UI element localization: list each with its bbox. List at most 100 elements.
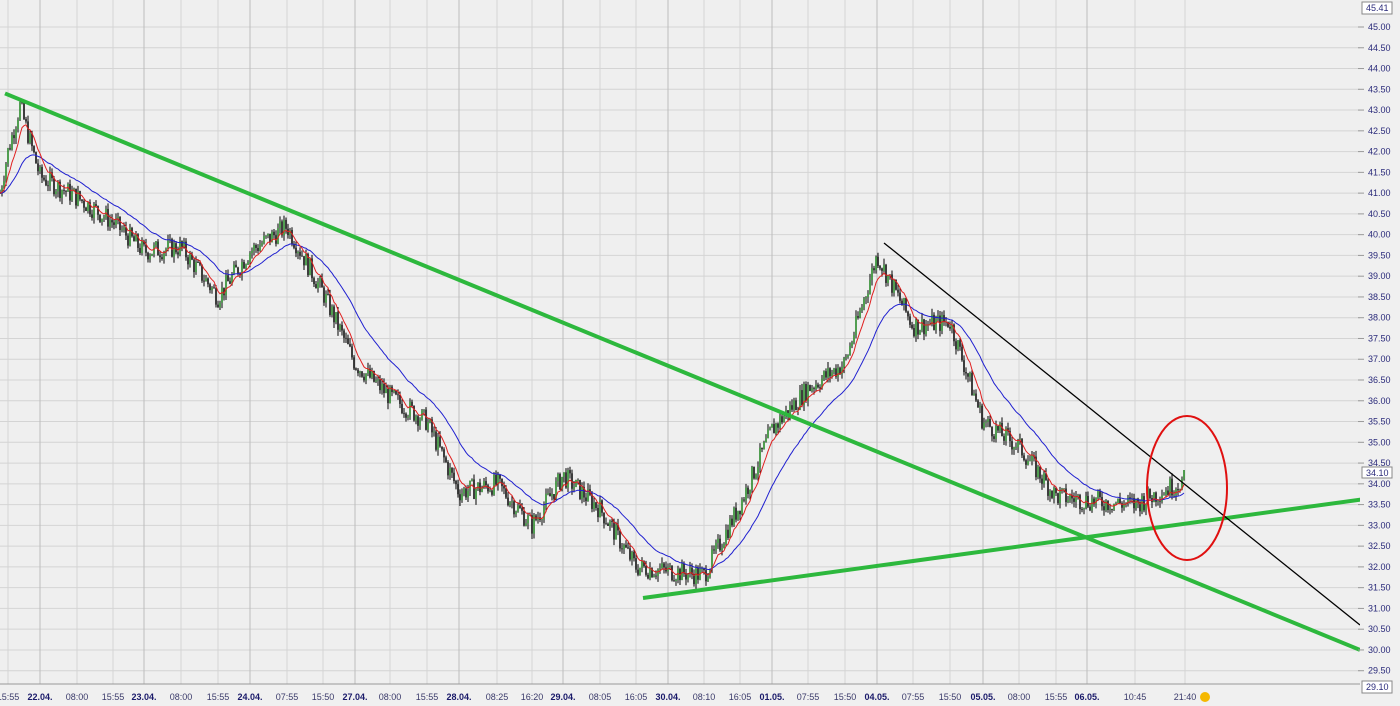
candle-body bbox=[475, 489, 477, 499]
candle-body bbox=[89, 202, 91, 215]
candle-body bbox=[233, 264, 235, 275]
grid bbox=[0, 0, 1360, 684]
candle-body bbox=[343, 330, 345, 338]
candle-body bbox=[795, 400, 797, 411]
candle-body bbox=[243, 262, 245, 269]
candle-body bbox=[907, 311, 909, 317]
x-tick-label: 08:00 bbox=[379, 692, 402, 702]
candle-body bbox=[409, 401, 411, 417]
candle-body bbox=[745, 487, 747, 501]
x-tick-label: 07:55 bbox=[902, 692, 925, 702]
candle-body bbox=[1035, 456, 1037, 478]
candle-body bbox=[1041, 478, 1043, 484]
candle-body bbox=[911, 324, 913, 329]
candle-body bbox=[81, 199, 83, 201]
candle-body bbox=[597, 507, 599, 518]
candle-body bbox=[367, 368, 369, 374]
candle-body bbox=[553, 494, 555, 499]
candle-body bbox=[1095, 497, 1097, 505]
candle-body bbox=[429, 419, 431, 423]
x-tick-label: 08:00 bbox=[1008, 692, 1031, 702]
candle-body bbox=[737, 510, 739, 520]
candle-body bbox=[453, 472, 455, 481]
candle-body bbox=[671, 565, 673, 581]
candle-body bbox=[575, 479, 577, 487]
trendline bbox=[4, 91, 1361, 652]
candle-body bbox=[365, 373, 367, 381]
candle-body bbox=[431, 419, 433, 433]
candle-body bbox=[897, 289, 899, 293]
candle-body bbox=[355, 368, 357, 370]
candle-body bbox=[83, 200, 85, 208]
candle-body bbox=[701, 568, 703, 570]
candle-body bbox=[1137, 498, 1139, 503]
candle-body bbox=[849, 346, 851, 355]
candle-body bbox=[351, 346, 353, 358]
x-tick-label: 27.04. bbox=[342, 692, 367, 702]
candle-body bbox=[445, 457, 447, 463]
candle-body bbox=[973, 393, 975, 396]
candle-body bbox=[513, 501, 515, 515]
last-price-label: 34.10 bbox=[1366, 468, 1389, 478]
candle-body bbox=[1103, 506, 1105, 511]
candle-body bbox=[779, 416, 781, 428]
candle-body bbox=[839, 367, 841, 375]
candle-body bbox=[463, 488, 465, 494]
candle-body bbox=[609, 521, 611, 526]
candle-body bbox=[145, 244, 147, 253]
candle-body bbox=[299, 251, 301, 256]
candle-body bbox=[175, 243, 177, 253]
candle-body bbox=[231, 274, 233, 284]
candle-body bbox=[717, 538, 719, 543]
candle-body bbox=[447, 462, 449, 476]
candle-body bbox=[375, 380, 377, 382]
x-tick-label: 16:05 bbox=[625, 692, 648, 702]
candle-body bbox=[403, 413, 405, 414]
candle-body bbox=[5, 163, 7, 182]
candle-body bbox=[565, 472, 567, 488]
candle-body bbox=[473, 479, 475, 499]
candle-body bbox=[879, 265, 881, 269]
candle-body bbox=[459, 494, 461, 501]
candle-body bbox=[1075, 496, 1077, 502]
candle-body bbox=[197, 262, 199, 263]
candle-body bbox=[1037, 466, 1039, 478]
candle-body bbox=[1105, 500, 1107, 511]
candle-body bbox=[247, 262, 249, 265]
candle-body bbox=[827, 368, 829, 378]
candle-body bbox=[821, 378, 823, 389]
candle-body bbox=[49, 172, 51, 186]
candle-body bbox=[1167, 490, 1169, 495]
candle-body bbox=[705, 570, 707, 582]
candle-body bbox=[1015, 447, 1017, 448]
candle-body bbox=[739, 510, 741, 515]
candle-body bbox=[223, 287, 225, 296]
candle-body bbox=[655, 575, 657, 577]
candle-body bbox=[975, 393, 977, 401]
candle-body bbox=[127, 235, 129, 246]
candle-body bbox=[1171, 478, 1173, 496]
candle-body bbox=[1139, 502, 1141, 512]
candle-body bbox=[773, 424, 775, 434]
candle-body bbox=[353, 357, 355, 369]
candle-body bbox=[1063, 488, 1065, 490]
candle-body bbox=[113, 222, 115, 225]
candle-body bbox=[853, 335, 855, 343]
candle-body bbox=[203, 280, 205, 282]
candle-body bbox=[1107, 500, 1109, 510]
candle-body bbox=[471, 479, 473, 481]
candle-body bbox=[311, 258, 313, 279]
candle-body bbox=[605, 523, 607, 525]
candle-body bbox=[893, 279, 895, 293]
candle-body bbox=[635, 558, 637, 570]
candle-body bbox=[77, 191, 79, 206]
candle-body bbox=[15, 129, 17, 139]
y-tick-label: 38.50 bbox=[1368, 292, 1391, 302]
x-tick-label: 08:10 bbox=[693, 692, 716, 702]
candle-body bbox=[997, 426, 999, 431]
x-tick-label: 15:50 bbox=[312, 692, 335, 702]
candle-body bbox=[29, 133, 31, 143]
candle-body bbox=[837, 367, 839, 377]
candle-body bbox=[1143, 496, 1145, 511]
candle-body bbox=[165, 248, 167, 253]
